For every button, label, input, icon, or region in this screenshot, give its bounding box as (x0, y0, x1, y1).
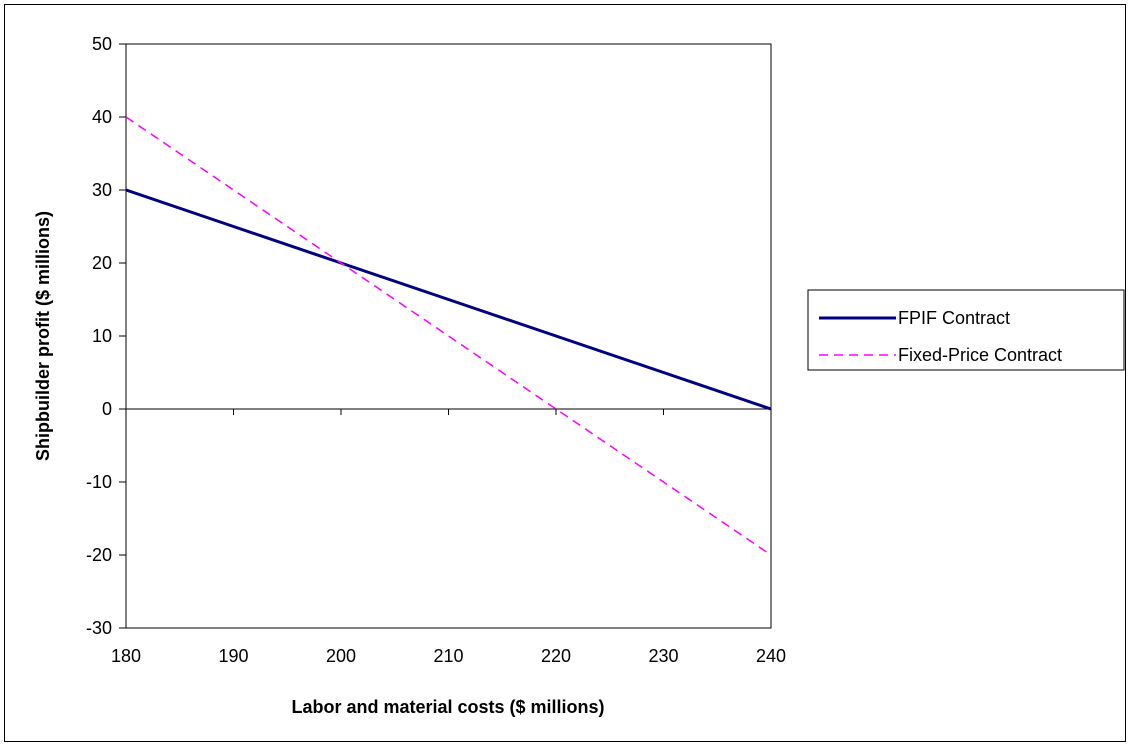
x-tick-label: 200 (326, 646, 356, 666)
x-axis: 180 190 200 210 220 230 240 (111, 408, 786, 666)
x-tick-label: 220 (541, 646, 571, 666)
plot-area (125, 43, 772, 629)
y-tick-label: 10 (92, 326, 112, 346)
x-tick-label: 180 (111, 646, 141, 666)
y-axis-title: Shipbuilder profit ($ millions) (33, 211, 53, 461)
y-tick-label: 50 (92, 34, 112, 54)
x-tick-label: 230 (648, 646, 678, 666)
y-tick-label: 40 (92, 107, 112, 127)
series-line-fixed-price (125, 116, 772, 556)
y-tick-label: -30 (86, 618, 112, 638)
y-tick-label: -10 (86, 472, 112, 492)
x-tick-label: 210 (433, 646, 463, 666)
x-tick-label: 190 (218, 646, 248, 666)
legend-label-fpif: FPIF Contract (898, 308, 1010, 328)
legend: FPIF Contract Fixed-Price Contract (807, 289, 1125, 371)
legend-label-fixed-price: Fixed-Price Contract (898, 345, 1062, 365)
y-tick-label: 0 (102, 399, 112, 419)
y-axis: 50 40 30 20 10 0 -10 -20 -30 (86, 34, 126, 638)
legend-box (807, 289, 1125, 371)
y-tick-label: 20 (92, 253, 112, 273)
y-tick-label: -20 (86, 545, 112, 565)
series-layer (125, 116, 772, 556)
x-tick-label: 240 (756, 646, 786, 666)
y-tick-label: 30 (92, 180, 112, 200)
series-line-fpif (125, 188, 772, 411)
x-axis-title: Labor and material costs ($ millions) (291, 697, 604, 717)
